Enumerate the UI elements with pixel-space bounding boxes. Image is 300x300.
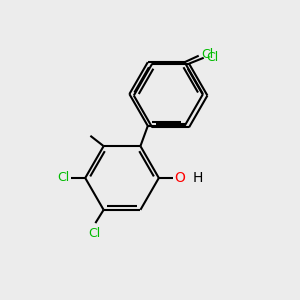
Text: Cl: Cl	[202, 48, 214, 61]
Text: Cl: Cl	[206, 51, 218, 64]
Text: H: H	[192, 171, 203, 185]
Text: O: O	[174, 171, 185, 185]
Text: Cl: Cl	[89, 227, 101, 240]
Text: Cl: Cl	[57, 172, 69, 184]
